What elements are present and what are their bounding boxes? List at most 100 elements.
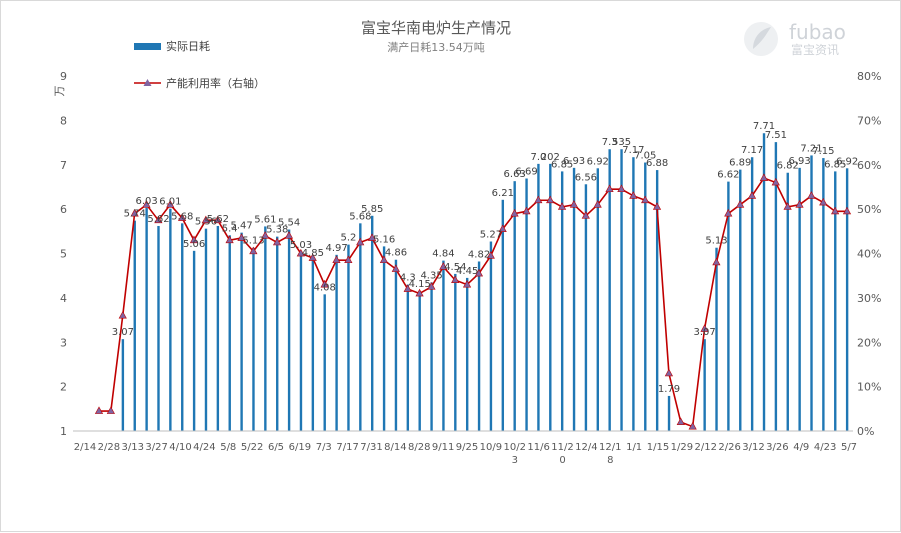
x-tick-label: 11/6 — [527, 442, 549, 453]
bar-data-label: 6.69 — [515, 167, 537, 178]
line-point — [546, 195, 555, 204]
bar — [644, 162, 647, 431]
x-tick-label: 4/10 — [169, 442, 191, 453]
bar — [703, 339, 706, 431]
x-tick-label: 2/14 — [74, 442, 96, 453]
line-point — [569, 200, 579, 208]
line-point — [367, 233, 377, 241]
bar — [228, 235, 231, 431]
bar-data-label: 4.3 — [400, 273, 416, 284]
line-point — [284, 231, 294, 239]
bar-data-label: 6.01 — [159, 197, 181, 208]
x-tick-label: 2/12 — [695, 442, 717, 453]
bar — [406, 284, 410, 431]
bar-data-label: 4.08 — [314, 282, 336, 293]
line-point — [451, 275, 460, 284]
x-tick-label: 3/27 — [145, 442, 167, 453]
bar — [252, 247, 255, 431]
bar-data-label: 202 — [541, 152, 560, 163]
x-tick-label: 10/2 3 — [504, 442, 526, 466]
bar-data-label: 5.4 — [222, 223, 238, 234]
bar — [335, 254, 338, 431]
bar-data-label: 6.93 — [563, 156, 585, 167]
y-right-tick-label: 80% — [857, 70, 881, 83]
leaf-icon — [753, 27, 771, 49]
line-point — [213, 215, 222, 224]
bar-data-label: 7.71 — [753, 121, 775, 132]
line-point — [664, 368, 674, 377]
bar — [501, 199, 505, 431]
bar — [715, 247, 718, 431]
bar-data-label: 5.74 — [124, 209, 146, 220]
bar — [323, 294, 326, 431]
line-point — [652, 202, 662, 210]
bar — [287, 229, 291, 431]
y-left-tick-label: 8 — [60, 114, 67, 127]
bar — [347, 244, 350, 431]
bar-data-label: 5.85 — [361, 204, 383, 215]
bar — [216, 225, 220, 431]
line-point — [819, 197, 828, 206]
line-point — [94, 406, 104, 414]
line-point — [688, 421, 697, 430]
line-point — [724, 208, 733, 217]
line-point — [415, 288, 424, 297]
line-point — [249, 246, 258, 255]
y-right-tick-label: 70% — [857, 114, 881, 127]
bar-data-label: 7.15 — [812, 146, 834, 157]
y-left-tick-label: 3 — [60, 336, 67, 349]
bar-data-label: 3.07 — [112, 327, 134, 338]
bar — [572, 167, 576, 431]
bar-data-label: 6.88 — [646, 158, 668, 169]
bar-data-label: 6.92 — [587, 156, 609, 167]
y-right-tick-label: 20% — [857, 336, 881, 349]
line-point — [795, 200, 804, 208]
line-point — [379, 255, 389, 264]
line-point — [130, 208, 139, 217]
line-point — [676, 417, 685, 426]
line-point — [332, 255, 341, 264]
line-point — [641, 195, 650, 204]
y-right-tick-label: 60% — [857, 159, 881, 172]
x-tick-label: 6/5 — [268, 442, 284, 453]
line-point — [308, 253, 317, 261]
bar — [145, 207, 148, 431]
line-point — [296, 248, 305, 257]
x-tick-label: 9/11 — [432, 442, 454, 453]
bar-data-label: 5.2 — [341, 233, 357, 244]
line-point — [747, 191, 757, 199]
bar-data-label: 4.15 — [409, 279, 431, 290]
bar-data-label: 535 — [612, 137, 631, 148]
x-tick-label: 8/28 — [408, 442, 430, 453]
bar — [121, 339, 125, 431]
bar — [739, 169, 742, 431]
x-tick-label: 1/29 — [671, 442, 693, 453]
y-left-tick-label: 7 — [60, 159, 67, 172]
x-tick-label: 5/8 — [220, 442, 236, 453]
bar — [299, 252, 303, 431]
bar — [264, 226, 267, 431]
bar-data-label: 7.17 — [741, 145, 763, 156]
chart-title-group: 富宝华南电炉生产情况 满产日耗13.54万吨 — [361, 19, 511, 54]
bar — [655, 170, 659, 431]
bar — [845, 168, 849, 432]
y-left-axis: 1 2 3 4 5 6 7 8 9 — [60, 70, 67, 438]
bar-data-label: 5.61 — [254, 214, 276, 225]
bar — [786, 172, 789, 432]
bar — [133, 220, 136, 431]
bar-data-label: 6.93 — [789, 156, 811, 167]
y-right-tick-label: 0% — [857, 425, 874, 438]
line-point — [736, 200, 745, 208]
bar-data-label: 5.03 — [290, 240, 312, 251]
line-point — [522, 206, 531, 215]
x-tick-label: 2/28 — [98, 442, 120, 453]
y-right-tick-label: 40% — [857, 248, 881, 261]
line-point — [498, 224, 507, 232]
x-tick-label: 7/31 — [360, 442, 382, 453]
bar — [537, 163, 540, 432]
line-point — [272, 237, 282, 246]
bar — [359, 223, 362, 431]
x-tick-label: 12/1 8 — [599, 442, 621, 466]
line-point — [771, 177, 780, 186]
